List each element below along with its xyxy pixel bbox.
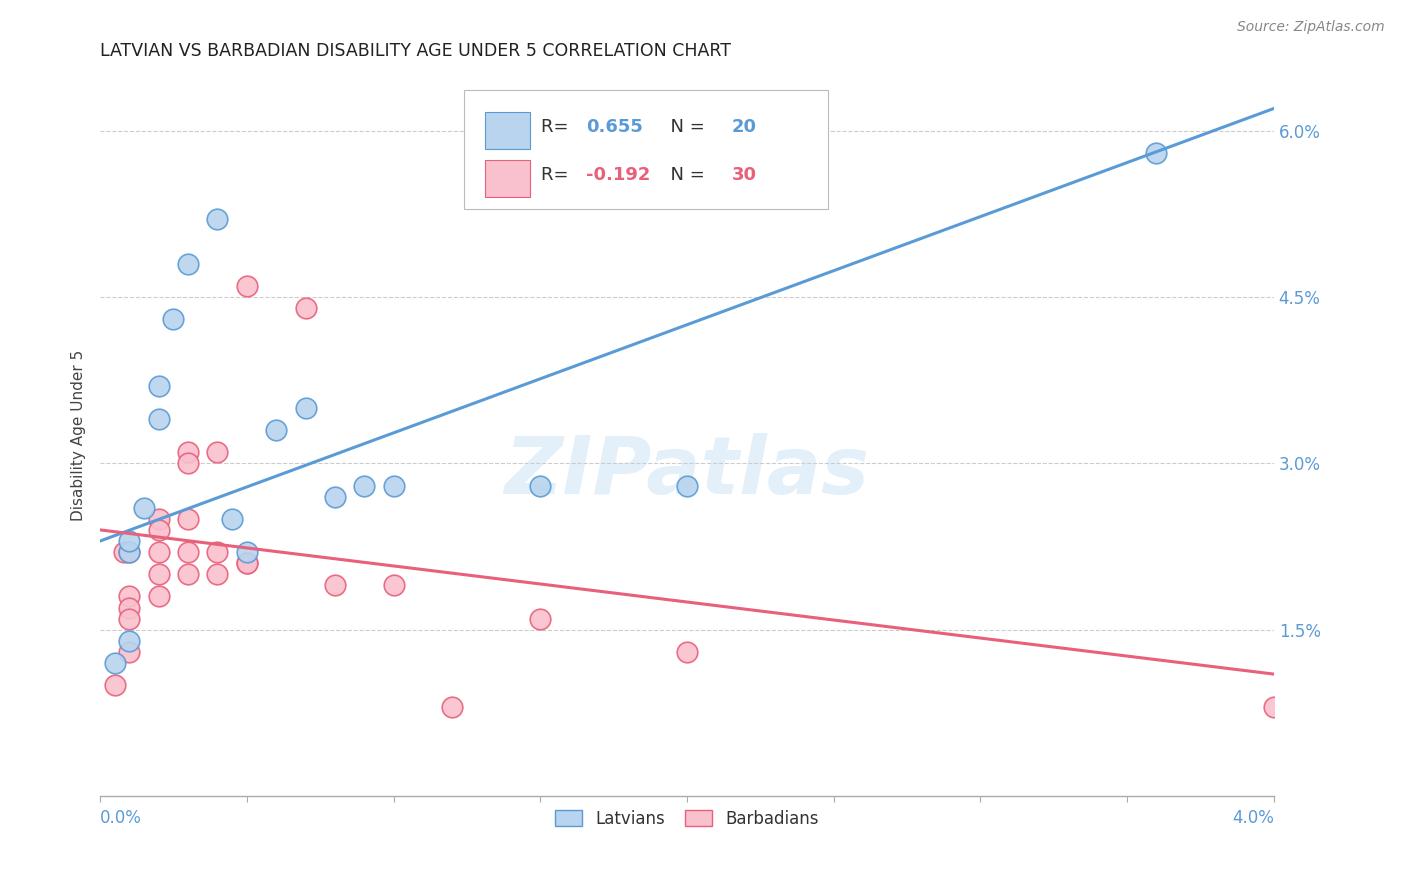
Point xyxy=(323,578,346,592)
Point xyxy=(207,212,229,227)
Point xyxy=(118,612,141,626)
Point xyxy=(1146,145,1168,160)
Text: 0.655: 0.655 xyxy=(586,118,643,136)
Point xyxy=(221,512,243,526)
Point xyxy=(148,512,170,526)
Point xyxy=(177,445,200,459)
Point xyxy=(104,656,127,670)
Point xyxy=(148,567,170,582)
Y-axis label: Disability Age Under 5: Disability Age Under 5 xyxy=(72,350,86,521)
Point xyxy=(104,678,127,692)
Point xyxy=(177,512,200,526)
Point xyxy=(1263,700,1285,714)
Point xyxy=(118,545,141,559)
FancyBboxPatch shape xyxy=(485,112,530,150)
Point xyxy=(118,633,141,648)
Point xyxy=(207,445,229,459)
Point xyxy=(676,645,699,659)
Point xyxy=(382,578,405,592)
Point xyxy=(382,478,405,492)
Point xyxy=(177,257,200,271)
Text: ZIPatlas: ZIPatlas xyxy=(505,433,869,511)
Point xyxy=(118,590,141,604)
Point xyxy=(148,590,170,604)
Point xyxy=(294,401,316,415)
Point xyxy=(162,312,184,326)
Point xyxy=(118,645,141,659)
Text: 30: 30 xyxy=(731,166,756,184)
Point xyxy=(441,700,464,714)
FancyBboxPatch shape xyxy=(464,89,828,209)
Text: Source: ZipAtlas.com: Source: ZipAtlas.com xyxy=(1237,20,1385,34)
Text: -0.192: -0.192 xyxy=(586,166,651,184)
Text: 0.0%: 0.0% xyxy=(100,809,142,827)
Point xyxy=(676,478,699,492)
Point xyxy=(236,556,259,570)
Point xyxy=(148,378,170,392)
Point xyxy=(118,545,141,559)
Point xyxy=(236,556,259,570)
Point xyxy=(118,600,141,615)
Point xyxy=(112,545,135,559)
Text: R=: R= xyxy=(541,118,575,136)
Point xyxy=(264,423,287,437)
Point xyxy=(148,412,170,426)
Text: N =: N = xyxy=(659,118,710,136)
Legend: Latvians, Barbadians: Latvians, Barbadians xyxy=(548,804,825,835)
Point xyxy=(529,612,551,626)
Point xyxy=(177,456,200,470)
Point xyxy=(207,567,229,582)
Point xyxy=(148,523,170,537)
Text: N =: N = xyxy=(659,166,710,184)
Text: 20: 20 xyxy=(731,118,756,136)
Point xyxy=(177,545,200,559)
Point xyxy=(323,490,346,504)
Point xyxy=(148,545,170,559)
FancyBboxPatch shape xyxy=(485,160,530,197)
Point xyxy=(236,279,259,293)
Point xyxy=(177,567,200,582)
Text: 4.0%: 4.0% xyxy=(1232,809,1274,827)
Point xyxy=(118,534,141,549)
Point xyxy=(134,500,156,515)
Point xyxy=(294,301,316,315)
Point xyxy=(236,545,259,559)
Point xyxy=(353,478,375,492)
Text: R=: R= xyxy=(541,166,575,184)
Text: LATVIAN VS BARBADIAN DISABILITY AGE UNDER 5 CORRELATION CHART: LATVIAN VS BARBADIAN DISABILITY AGE UNDE… xyxy=(100,42,731,60)
Point xyxy=(207,545,229,559)
Point xyxy=(529,478,551,492)
